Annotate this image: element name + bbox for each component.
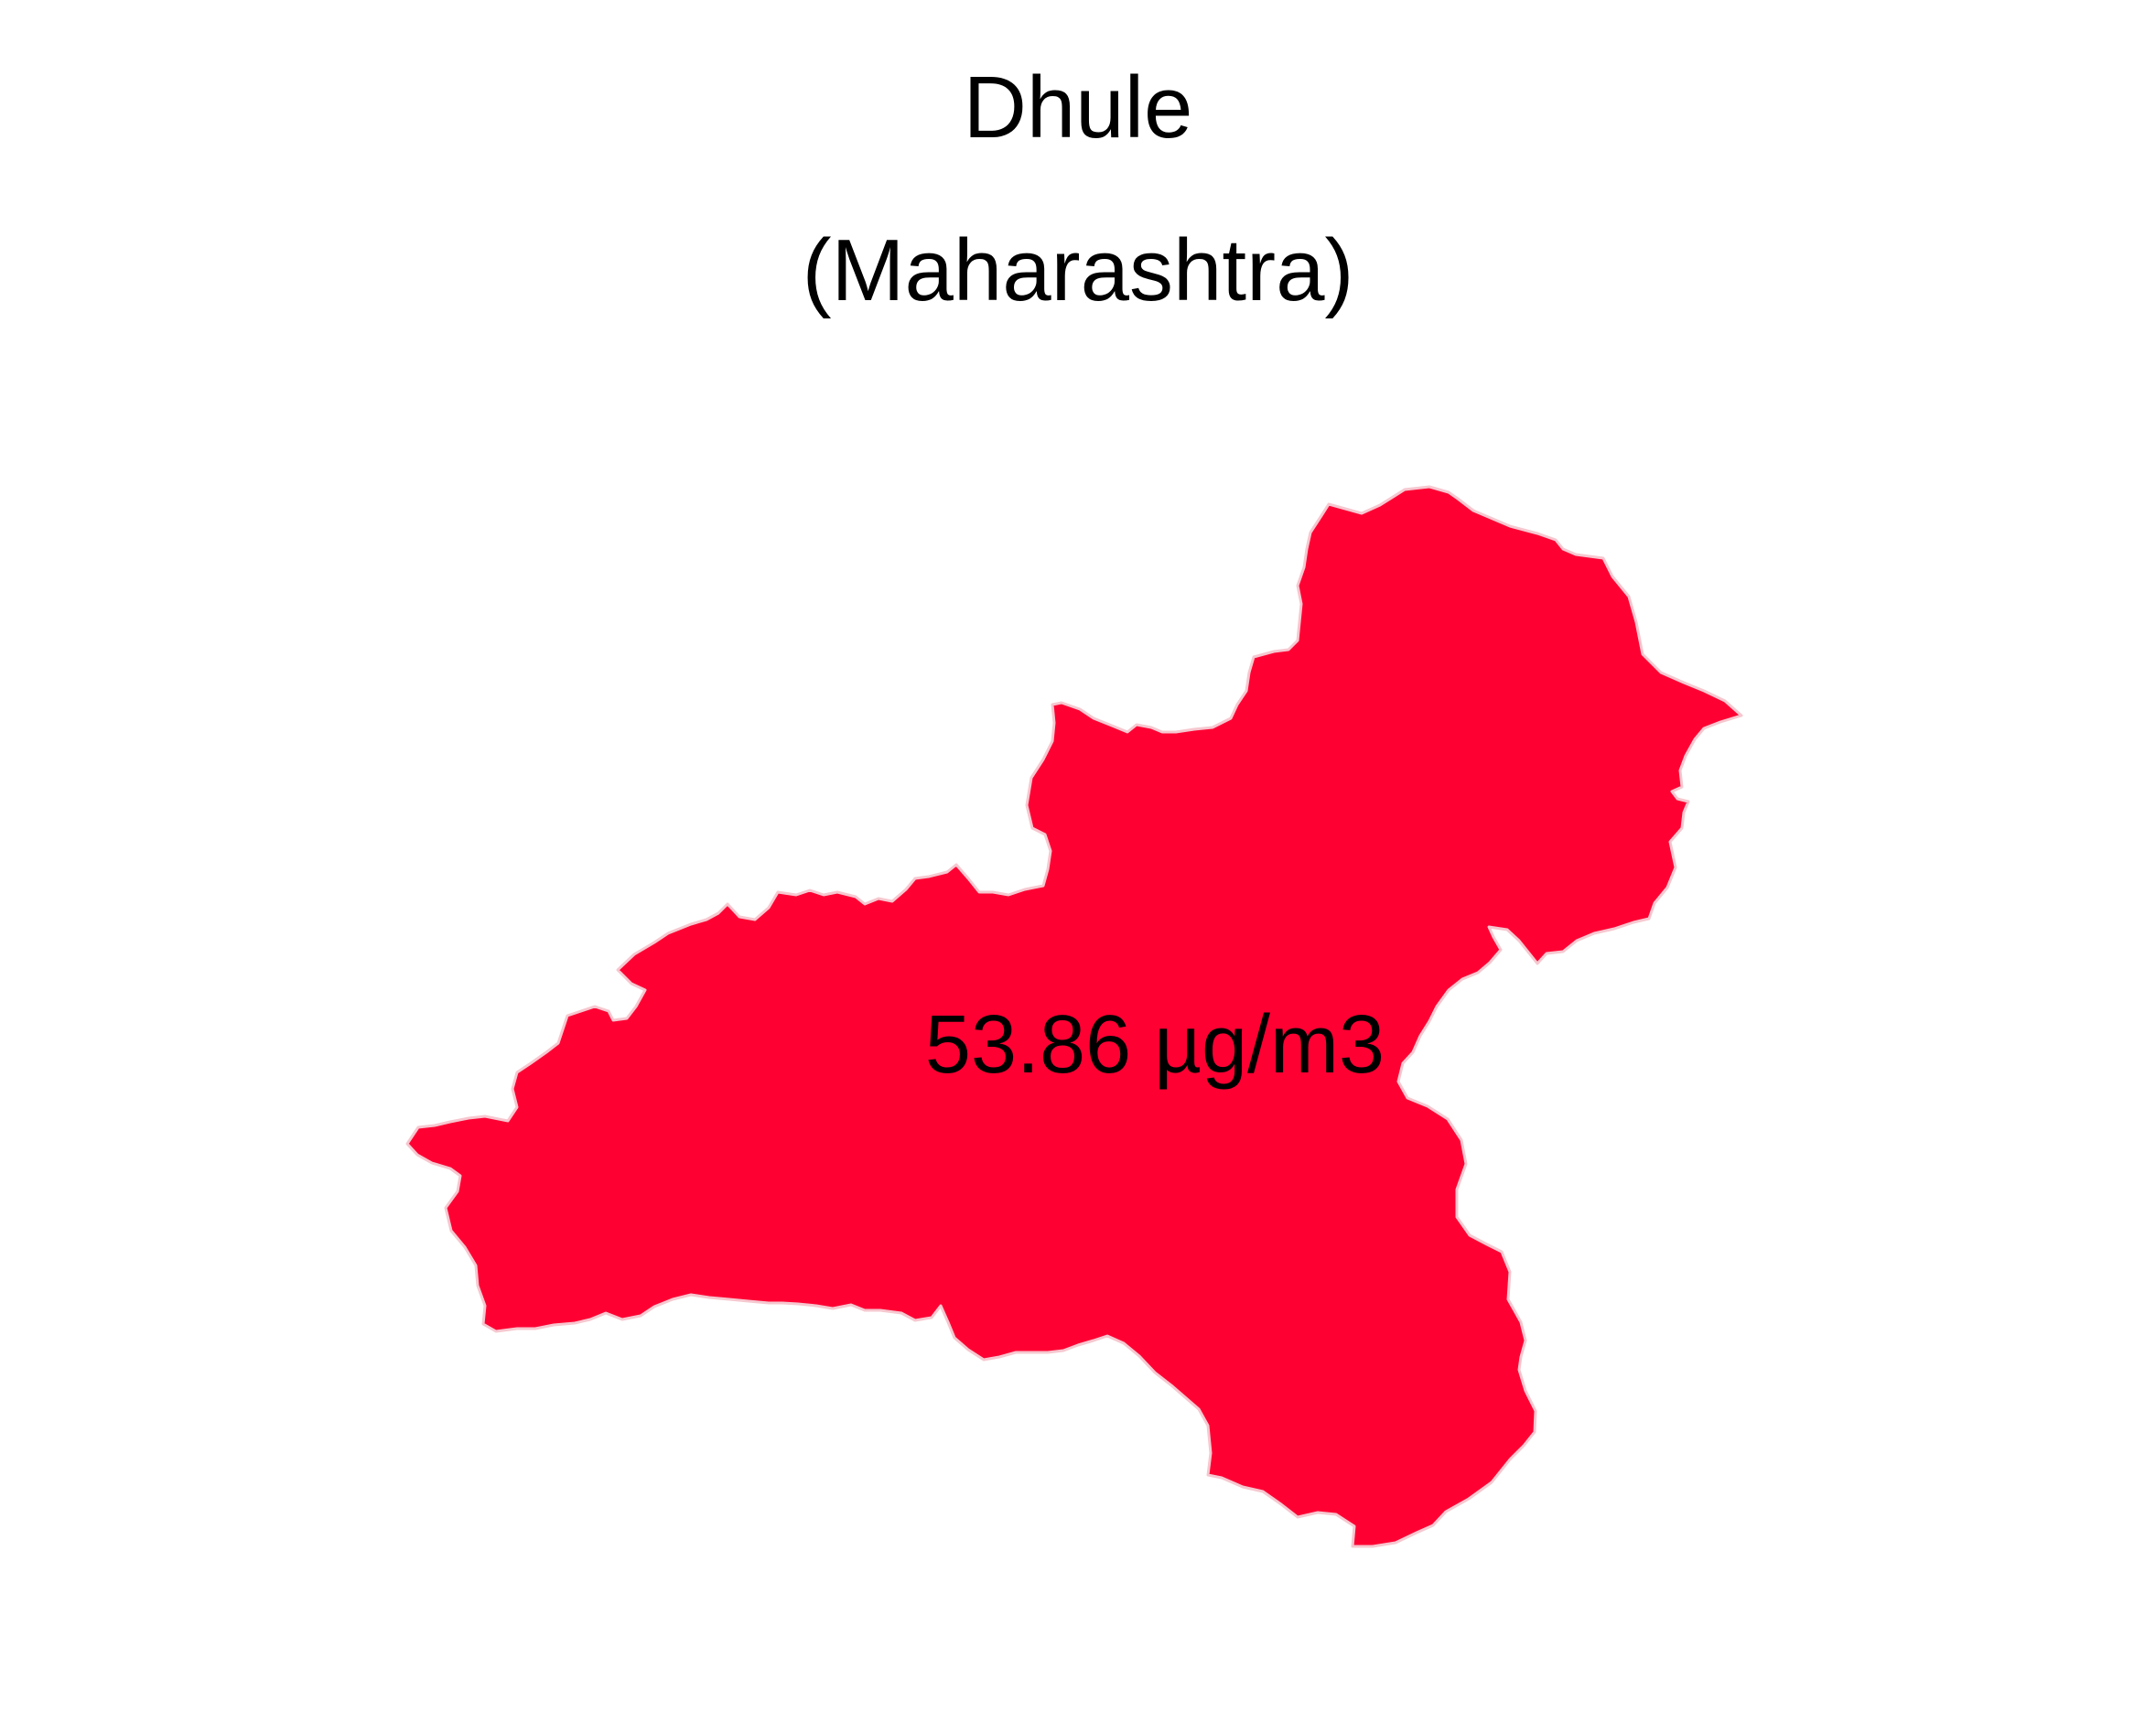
pollution-value-label: 53.86 µg/m3 <box>925 999 1385 1091</box>
map-title: Dhule <box>963 59 1193 156</box>
dhule-district-shape <box>405 485 1743 1548</box>
map-subtitle: (Maharashtra) <box>802 221 1354 319</box>
